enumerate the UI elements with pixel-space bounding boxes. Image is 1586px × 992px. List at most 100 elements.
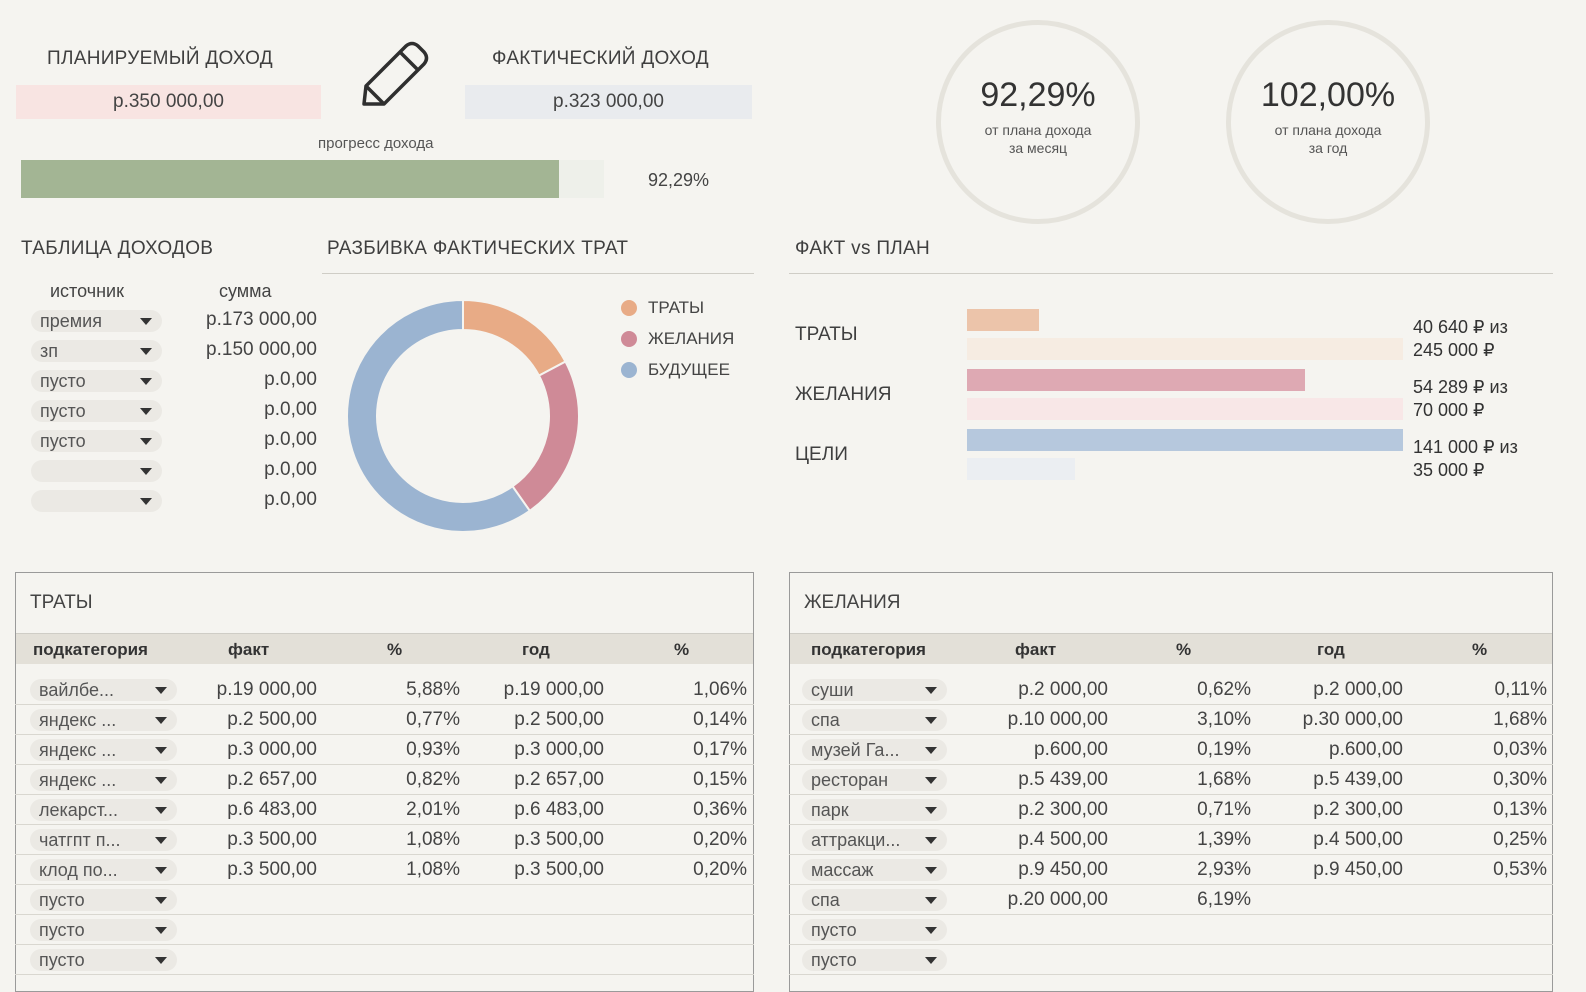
wishes-title: ЖЕЛАНИЯ [790,573,1552,634]
year-percent: 102,00% [1260,75,1396,114]
wishes-pct-cell: 0,19% [1197,739,1251,760]
breakdown-legend: ТРАТЫ ЖЕЛАНИЯ БУДУЩЕЕ [621,292,734,385]
caret-down-icon [155,896,167,904]
caret-down-icon [925,746,937,754]
wishes-col-fact: факт [1015,640,1057,659]
caret-down-icon [140,317,152,325]
wishes-category-dropdown[interactable]: спа [802,889,947,911]
wishes-pct-cell: 1,68% [1197,769,1251,790]
spending-category-dropdown[interactable]: чатгпт п... [30,829,177,851]
spending-year-cell: р.6 483,00 [514,799,604,820]
income-sum-value: р.0,00 [264,399,317,420]
spending-category-value: пусто [39,889,85,910]
spending-category-value: пусто [39,949,85,970]
spending-category-dropdown[interactable]: клод по... [30,859,177,881]
wishes-category-value: аттракци... [811,829,901,850]
caret-down-icon [155,806,167,814]
spending-category-dropdown[interactable]: лекарст... [30,799,177,821]
wishes-category-dropdown[interactable]: массаж [802,859,947,881]
wishes-category-value: спа [811,889,840,910]
income-source-dropdown[interactable]: пусто [31,400,162,422]
wishes-ypct-cell: 0,30% [1493,769,1547,790]
spending-pct-cell: 0,93% [406,739,460,760]
caret-down-icon [925,716,937,724]
wishes-col-year-pct: % [1472,640,1488,659]
wishes-category-dropdown[interactable]: парк [802,799,947,821]
breakdown-donut-chart [346,298,580,533]
fvp-amount-line-2: 70 000 ₽ [1413,400,1485,420]
wishes-category-dropdown[interactable]: аттракци... [802,829,947,851]
wishes-row: суши р.2 000,00 0,62% р.2 000,00 0,11% [789,675,1553,705]
donut-slice-2 [511,360,580,513]
income-source-dropdown[interactable]: пусто [31,370,162,392]
wishes-fact-cell: р.2 000,00 [1018,679,1108,700]
month-percent: 92,29% [980,75,1096,114]
wishes-ypct-cell: 1,68% [1493,709,1547,730]
spending-row: пусто [15,945,754,975]
spending-year-cell: р.3 000,00 [514,739,604,760]
wishes-category-value: спа [811,709,840,730]
wishes-row: массаж р.9 450,00 2,93% р.9 450,00 0,53% [789,855,1553,885]
income-sum-value: р.0,00 [264,459,317,480]
fvp-amount-line-2: 35 000 ₽ [1413,460,1485,480]
income-source-value: премия [40,310,102,331]
fvp-amount-line-2: 245 000 ₽ [1413,340,1495,360]
legend-label: БУДУЩЕЕ [648,359,730,379]
caret-down-icon [140,497,152,505]
wishes-fact-cell: р.600,00 [1034,739,1108,760]
wishes-row: спа р.10 000,00 3,10% р.30 000,00 1,68% [789,705,1553,735]
spending-ypct-cell: 0,20% [693,829,747,850]
spending-category-dropdown[interactable]: яндекс ... [30,739,177,761]
progress-fill [21,160,560,198]
wishes-category-dropdown[interactable]: ресторан [802,769,947,791]
spending-category-dropdown[interactable]: яндекс ... [30,709,177,731]
wishes-category-dropdown[interactable]: спа [802,709,947,731]
fvp-amount-line-1: 40 640 ₽ из [1413,317,1508,337]
income-source-dropdown[interactable]: зп [31,340,162,362]
wishes-ypct-cell: 0,11% [1494,679,1547,700]
wishes-row: пусто [789,945,1553,975]
caret-down-icon [155,956,167,964]
income-source-dropdown[interactable] [31,460,162,482]
wishes-category-value: пусто [811,919,857,940]
legend-item: ЖЕЛАНИЯ [621,323,734,354]
wishes-category-dropdown[interactable]: пусто [802,949,947,971]
spending-ypct-cell: 0,14% [693,709,747,730]
spending-header-row: подкатегория факт % год % [16,634,753,664]
pencil-icon[interactable] [358,38,432,110]
spending-col-year: год [522,640,550,659]
wishes-category-value: суши [811,679,854,700]
wishes-row: парк р.2 300,00 0,71% р.2 300,00 0,13% [789,795,1553,825]
actual-income-value: р.323 000,00 [465,85,752,119]
spending-category-dropdown[interactable]: яндекс ... [30,769,177,791]
legend-dot-icon [621,299,637,316]
wishes-category-dropdown[interactable]: музей Га... [802,739,947,761]
caret-down-icon [925,866,937,874]
income-source-dropdown[interactable] [31,490,162,512]
income-sum-value: р.0,00 [264,429,317,450]
legend-label: ТРАТЫ [648,297,705,317]
wishes-category-value: ресторан [811,769,889,790]
progress-percent: 92,29% [648,170,710,190]
wishes-fact-cell: р.2 300,00 [1018,799,1108,820]
caret-down-icon [140,467,152,475]
spending-category-dropdown[interactable]: вайлбе... [30,679,177,701]
spending-category-dropdown[interactable]: пусто [30,919,177,941]
wishes-category-value: музей Га... [811,739,900,760]
income-sum-value: р.0,00 [264,489,317,510]
income-source-dropdown[interactable]: пусто [31,430,162,452]
spending-row: яндекс ... р.2 657,00 0,82% р.2 657,00 0,15% [15,765,754,795]
breakdown-title: РАЗБИВКА ФАКТИЧЕСКИХ ТРАТ [327,238,629,259]
spending-pct-cell: 1,08% [406,859,460,880]
wishes-category-dropdown[interactable]: суши [802,679,947,701]
income-source-dropdown[interactable]: премия [31,310,162,332]
spending-ypct-cell: 1,06% [693,679,747,700]
spending-category-dropdown[interactable]: пусто [30,949,177,971]
spending-category-dropdown[interactable]: пусто [30,889,177,911]
spending-col-year-pct: % [674,640,690,659]
caret-down-icon [140,407,152,415]
wishes-pct-cell: 1,39% [1197,829,1251,850]
wishes-category-dropdown[interactable]: пусто [802,919,947,941]
spending-col-category: подкатегория [33,640,148,659]
legend-dot-icon [621,330,637,347]
